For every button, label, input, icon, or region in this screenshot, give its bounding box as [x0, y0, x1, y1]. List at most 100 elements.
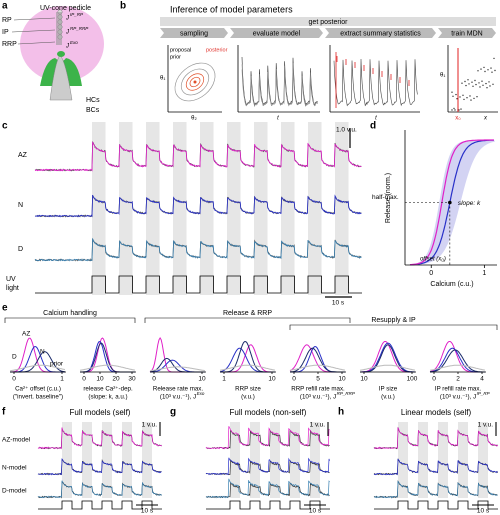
label: RP_RRP [337, 391, 355, 396]
ribbon [56, 12, 62, 45]
label: θ₂ [191, 116, 197, 122]
step-arrow [160, 28, 228, 38]
label: Resupply & IP [371, 317, 416, 324]
label: prior [170, 54, 181, 60]
trace [34, 194, 362, 218]
sample [484, 70, 486, 73]
label: 1 v.u. [310, 422, 326, 429]
sample [474, 79, 476, 82]
label: N [18, 202, 23, 209]
label: UV-cone pedicle [40, 5, 91, 12]
contour [185, 73, 205, 91]
density [429, 364, 485, 371]
label: D-model [2, 487, 27, 494]
sample [480, 68, 482, 70]
sample [485, 82, 487, 85]
label: 10 s [332, 300, 345, 307]
label: 100 [407, 376, 418, 383]
trace [373, 426, 498, 450]
stimulus-shade [230, 422, 240, 498]
stimulus-shade [250, 422, 260, 498]
label: RP [2, 17, 12, 24]
sample [453, 107, 455, 110]
stimulus-shade [478, 422, 488, 498]
trace [205, 457, 330, 476]
stimulus-shade [310, 422, 320, 498]
label: Exo [197, 391, 205, 396]
label: J [65, 16, 70, 22]
stimulus-shade [308, 122, 322, 295]
label: (v.u.) [381, 394, 395, 401]
sample [454, 109, 456, 111]
trace [373, 458, 498, 476]
sample [467, 79, 469, 81]
density [80, 342, 135, 373]
label: AZ [22, 331, 30, 338]
label: Exo [70, 40, 78, 45]
contour [180, 68, 210, 96]
label: 0 [82, 376, 86, 383]
sample [487, 69, 489, 71]
curve [409, 139, 494, 266]
label: Release & RRP [223, 310, 272, 317]
stimulus-shade [438, 422, 448, 498]
sample [483, 66, 485, 69]
label: Inference of model parameters [170, 4, 293, 14]
stimulus-shade [398, 422, 408, 498]
label: IP_RP [70, 12, 83, 17]
stimulus-shade [173, 122, 187, 295]
label: Release (norm.) [385, 173, 392, 223]
trace [241, 56, 318, 107]
stimulus-shade [62, 422, 72, 498]
label: 1 v.u. [142, 422, 158, 429]
label: BCs [86, 107, 100, 114]
uncertainty-band [410, 140, 495, 265]
label: RRP size [235, 386, 261, 393]
density [360, 342, 415, 373]
contour [174, 62, 216, 102]
density [149, 357, 205, 373]
label: x₀ [455, 116, 461, 122]
label: proposal [170, 47, 191, 53]
contour [189, 76, 201, 88]
sample [193, 80, 197, 84]
density [79, 364, 135, 371]
label: 1 [222, 376, 226, 383]
sample [470, 99, 472, 101]
sample [472, 85, 474, 88]
label: prior [50, 361, 64, 368]
sample [482, 84, 484, 87]
sample [461, 82, 463, 84]
sample [462, 94, 464, 97]
sample [475, 83, 477, 86]
label: light [6, 285, 19, 292]
label: D [12, 354, 17, 361]
sample [452, 95, 454, 98]
trace [241, 69, 318, 108]
panel-label: a [2, 1, 8, 12]
sample [455, 93, 457, 96]
sample [464, 80, 466, 83]
panel-label: c [2, 121, 8, 132]
label: 1 v.u. [478, 422, 494, 429]
density [80, 337, 135, 373]
sample [488, 81, 490, 83]
label: 10 [338, 376, 346, 383]
label: 10 [96, 376, 104, 383]
stimulus-shade [82, 422, 92, 498]
sample [456, 98, 458, 100]
label: IP [2, 29, 9, 36]
label: Calcium (c.u.) [430, 281, 473, 288]
sample [451, 109, 453, 111]
panel-label: d [370, 121, 376, 132]
label: 1 [60, 376, 64, 383]
sample [476, 96, 478, 98]
label: IP_RP [477, 391, 490, 396]
trace [205, 426, 330, 450]
line [13, 17, 56, 21]
step-arrow [438, 28, 496, 38]
sample [491, 71, 493, 73]
label: 10 s [141, 508, 154, 515]
label: 10 s [309, 508, 322, 515]
label: t [375, 116, 377, 122]
